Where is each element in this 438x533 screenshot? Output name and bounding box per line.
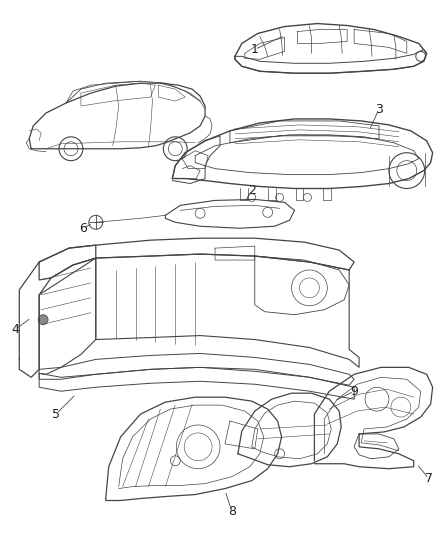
Text: 2: 2 xyxy=(248,184,256,197)
Text: 3: 3 xyxy=(375,102,383,116)
Text: 1: 1 xyxy=(251,43,259,56)
Text: 7: 7 xyxy=(425,472,433,485)
Text: 4: 4 xyxy=(11,323,19,336)
Circle shape xyxy=(38,314,48,325)
Text: 8: 8 xyxy=(228,505,236,518)
Text: 5: 5 xyxy=(52,408,60,421)
Text: 9: 9 xyxy=(350,385,358,398)
Text: 6: 6 xyxy=(79,222,87,235)
